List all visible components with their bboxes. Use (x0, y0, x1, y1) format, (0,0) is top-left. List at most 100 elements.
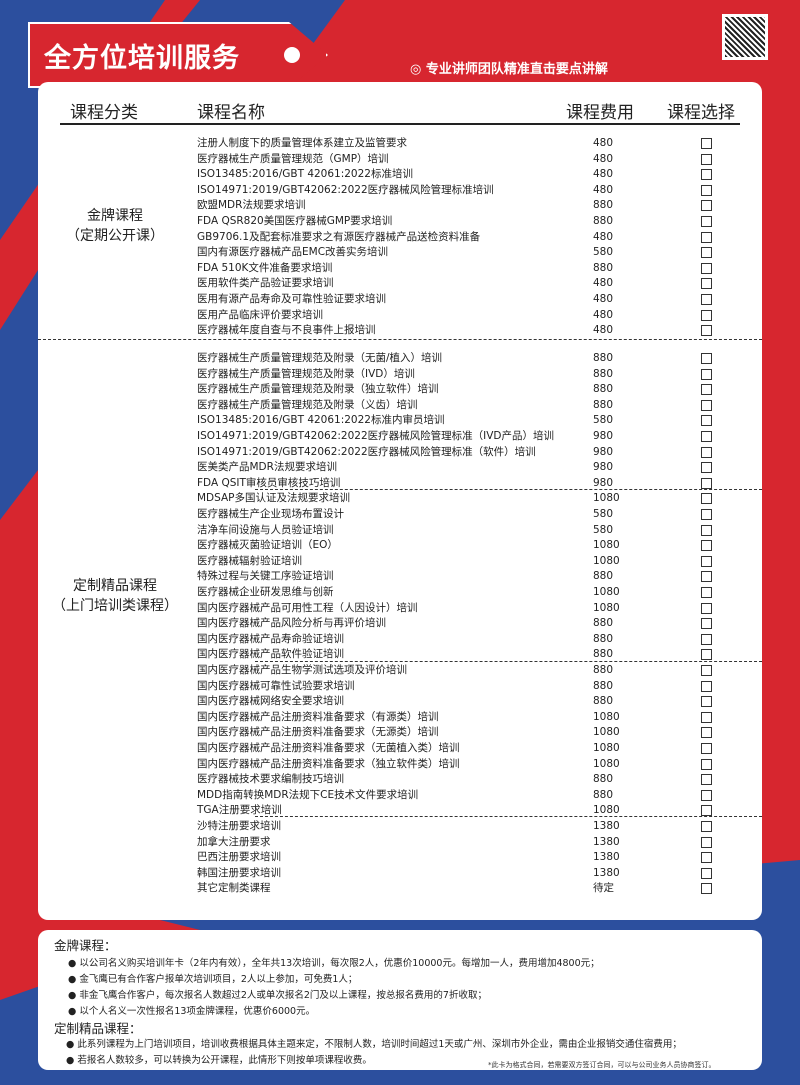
course-fee: 880 (593, 352, 614, 364)
course-fee: 480 (593, 277, 614, 290)
course-select-checkbox[interactable] (701, 852, 712, 864)
course-select-checkbox[interactable] (701, 649, 712, 661)
course-name: 医疗器械生产质量管理规范及附录（IVD）培训 (197, 367, 415, 380)
course-select-checkbox[interactable] (701, 836, 712, 848)
course-select-checkbox[interactable] (701, 680, 712, 692)
course-row: 国内有源医疗器械产品EMC改善实务培训 580 (197, 245, 717, 260)
course-select-checkbox[interactable] (701, 633, 712, 645)
course-select-checkbox[interactable] (701, 294, 712, 305)
course-fee: 880 (593, 570, 614, 583)
banner-dot-icon (284, 47, 300, 63)
course-fee: 880 (593, 215, 614, 227)
course-select-checkbox[interactable] (701, 200, 712, 212)
course-select-checkbox[interactable] (701, 883, 712, 895)
course-select-checkbox[interactable] (701, 696, 712, 708)
course-fee: 1380 (593, 866, 620, 879)
course-row: 国内医疗器械产品注册资料准备要求（无源类）培训 1080 (197, 725, 717, 740)
note-item: 以公司名义购买培训年卡（2年内有效），全年共13次培训，每次限2人，优惠价100… (68, 955, 599, 969)
course-select-checkbox[interactable] (701, 368, 712, 380)
course-name: ISO13485:2016/GBT 42061:2022标准培训 (197, 168, 413, 181)
course-select-checkbox[interactable] (701, 262, 712, 274)
course-select-checkbox[interactable] (701, 399, 712, 411)
course-row: 国内医疗器械产品生物学测试选项及评价培训 880 (197, 663, 717, 678)
course-select-checkbox[interactable] (701, 540, 712, 552)
course-name: 洁净车间设施与人员验证培训 (197, 523, 334, 536)
course-select-checkbox[interactable] (701, 758, 712, 770)
course-select-checkbox[interactable] (701, 184, 712, 196)
column-header-category: 课程分类 (70, 103, 138, 123)
course-fee: 480 (593, 152, 614, 165)
notes-gold-title: 金牌课程： (54, 938, 117, 953)
course-select-checkbox[interactable] (701, 602, 712, 614)
course-select-checkbox[interactable] (701, 789, 712, 801)
course-name: 加拿大注册要求 (197, 835, 271, 848)
course-select-checkbox[interactable] (701, 821, 712, 832)
course-fee: 1080 (593, 804, 620, 817)
course-name: 医美类产品MDR法规要求培训 (197, 461, 337, 474)
course-select-checkbox[interactable] (701, 587, 712, 598)
course-select-checkbox[interactable] (701, 153, 712, 165)
course-select-checkbox[interactable] (701, 431, 712, 442)
course-select-checkbox[interactable] (701, 477, 712, 489)
course-select-checkbox[interactable] (701, 446, 712, 458)
course-select-checkbox[interactable] (701, 462, 712, 474)
course-fee: 880 (593, 679, 614, 692)
course-fee: 580 (593, 414, 614, 427)
course-row: 国内医疗器械产品风险分析与再评价培训 880 (197, 616, 717, 631)
course-fee: 1380 (593, 851, 620, 864)
course-select-checkbox[interactable] (701, 727, 712, 739)
course-select-checkbox[interactable] (701, 867, 712, 879)
course-select-checkbox[interactable] (701, 665, 712, 676)
course-select-checkbox[interactable] (701, 247, 712, 259)
course-select-checkbox[interactable] (701, 278, 712, 290)
course-name: 巴西注册要求培训 (197, 851, 281, 864)
course-select-checkbox[interactable] (701, 571, 712, 583)
group-divider (255, 816, 762, 817)
course-fee: 980 (593, 445, 614, 458)
course-select-checkbox[interactable] (701, 353, 712, 364)
course-select-checkbox[interactable] (701, 509, 712, 520)
course-select-checkbox[interactable] (701, 618, 712, 630)
course-select-checkbox[interactable] (701, 774, 712, 786)
course-select-checkbox[interactable] (701, 138, 712, 149)
course-name: 韩国注册要求培训 (197, 866, 281, 879)
course-fee: 1080 (593, 742, 620, 754)
course-name: 医疗器械生产质量管理规范及附录（独立软件）培训 (197, 383, 439, 396)
course-name: 医用产品临床评价要求培训 (197, 308, 323, 321)
course-row: 洁净车间设施与人员验证培训 580 (197, 523, 717, 538)
column-header-fee: 课程费用 (566, 103, 634, 123)
course-fee: 1380 (593, 820, 620, 832)
course-select-checkbox[interactable] (701, 169, 712, 181)
course-select-checkbox[interactable] (701, 384, 712, 396)
course-select-checkbox[interactable] (701, 415, 712, 427)
course-name: 医疗器械技术要求编制技巧培训 (197, 773, 344, 786)
course-row: 其它定制类课程 待定 (197, 881, 717, 896)
course-name: 医疗器械辐射验证培训 (197, 554, 302, 567)
course-name: 国内医疗器械产品可用性工程（人因设计）培训 (197, 601, 418, 614)
course-row: 医疗器械辐射验证培训 1080 (197, 554, 717, 569)
course-row: ISO14971:2019/GBT42062:2022医疗器械风险管理标准（IV… (197, 429, 717, 444)
qr-code-icon (722, 14, 768, 60)
course-fee: 880 (593, 632, 614, 645)
course-fee: 480 (593, 308, 614, 321)
course-select-checkbox[interactable] (701, 493, 712, 505)
course-select-checkbox[interactable] (701, 216, 712, 227)
course-row: 医用软件类产品验证要求培训 480 (197, 276, 717, 291)
course-select-checkbox[interactable] (701, 711, 712, 723)
slogan: ◎ 专业讲师团队精准直击要点讲解 (410, 62, 608, 77)
note-item: 以个人名义一次性报名13项金牌课程，优惠价6000元。 (68, 1003, 315, 1017)
course-select-checkbox[interactable] (701, 524, 712, 536)
course-select-checkbox[interactable] (701, 231, 712, 243)
course-row: 国内医疗器械可靠性试验要求培训 880 (197, 679, 717, 694)
note-item: 金飞鹰已有合作客户报单次培训项目，2人以上参加，可免费1人； (68, 971, 357, 985)
course-select-checkbox[interactable] (701, 325, 712, 337)
course-select-checkbox[interactable] (701, 805, 712, 817)
group-divider (255, 489, 762, 490)
course-name: 特殊过程与关键工序验证培训 (197, 570, 334, 583)
course-select-checkbox[interactable] (701, 743, 712, 754)
course-name: 医疗器械年度自查与不良事件上报培训 (197, 324, 376, 337)
course-fee: 880 (593, 398, 614, 411)
course-select-checkbox[interactable] (701, 309, 712, 321)
course-fee: 880 (593, 367, 614, 380)
course-select-checkbox[interactable] (701, 555, 712, 567)
